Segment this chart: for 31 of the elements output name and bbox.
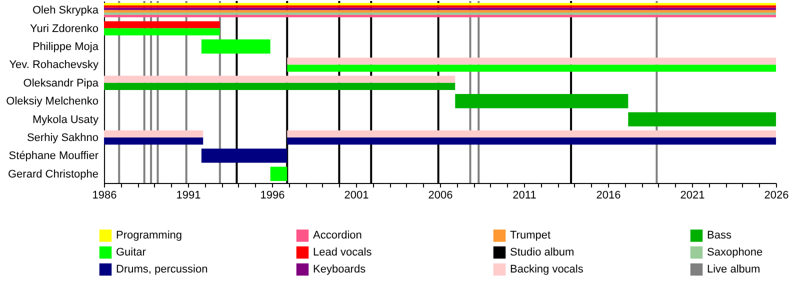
y-tick-label: Oleksandr Pipa	[23, 77, 100, 90]
legend-label: Bass	[707, 230, 732, 242]
x-tick-label: 2011	[512, 190, 536, 202]
legend-label: Studio album	[510, 246, 574, 258]
legend-label: Live album	[707, 264, 760, 276]
legend-label: Keyboards	[313, 264, 366, 276]
legend-label: Drums, percussion	[116, 264, 208, 276]
x-tick-label: 2026	[764, 190, 789, 202]
legend-label: Programming	[116, 230, 182, 242]
legend-label: Trumpet	[510, 230, 551, 242]
x-tick-label: 1986	[92, 190, 117, 202]
legend-label: Guitar	[116, 246, 146, 258]
y-tick-label: Mykola Usaty	[32, 114, 99, 126]
y-tick-label: Gerard Christophe	[8, 168, 98, 180]
y-tick-label: Philippe Moja	[32, 41, 100, 53]
legend-label: Backing vocals	[510, 264, 584, 276]
legend-label: Accordion	[313, 230, 362, 242]
legend-label: Saxophone	[707, 246, 763, 258]
x-tick-label: 2001	[344, 190, 369, 202]
y-tick-label: Yev. Rohachevsky	[9, 59, 99, 72]
y-tick-label: Serhiy Sakhno	[26, 132, 98, 144]
x-tick-label: 2006	[428, 190, 453, 202]
x-tick-label: 2016	[596, 190, 621, 202]
y-tick-label: Oleksiy Melchenko	[6, 96, 98, 108]
x-tick-label: 2021	[680, 190, 705, 202]
x-tick-label: 1991	[176, 190, 201, 202]
y-tick-label: Oleh Skrypka	[32, 4, 100, 17]
y-tick-label: Yuri Zdorenko	[30, 22, 98, 35]
x-tick-label: 1996	[260, 190, 285, 202]
y-tick-label: Stéphane Mouffier	[8, 150, 99, 162]
legend-label: Lead vocals	[313, 246, 372, 258]
